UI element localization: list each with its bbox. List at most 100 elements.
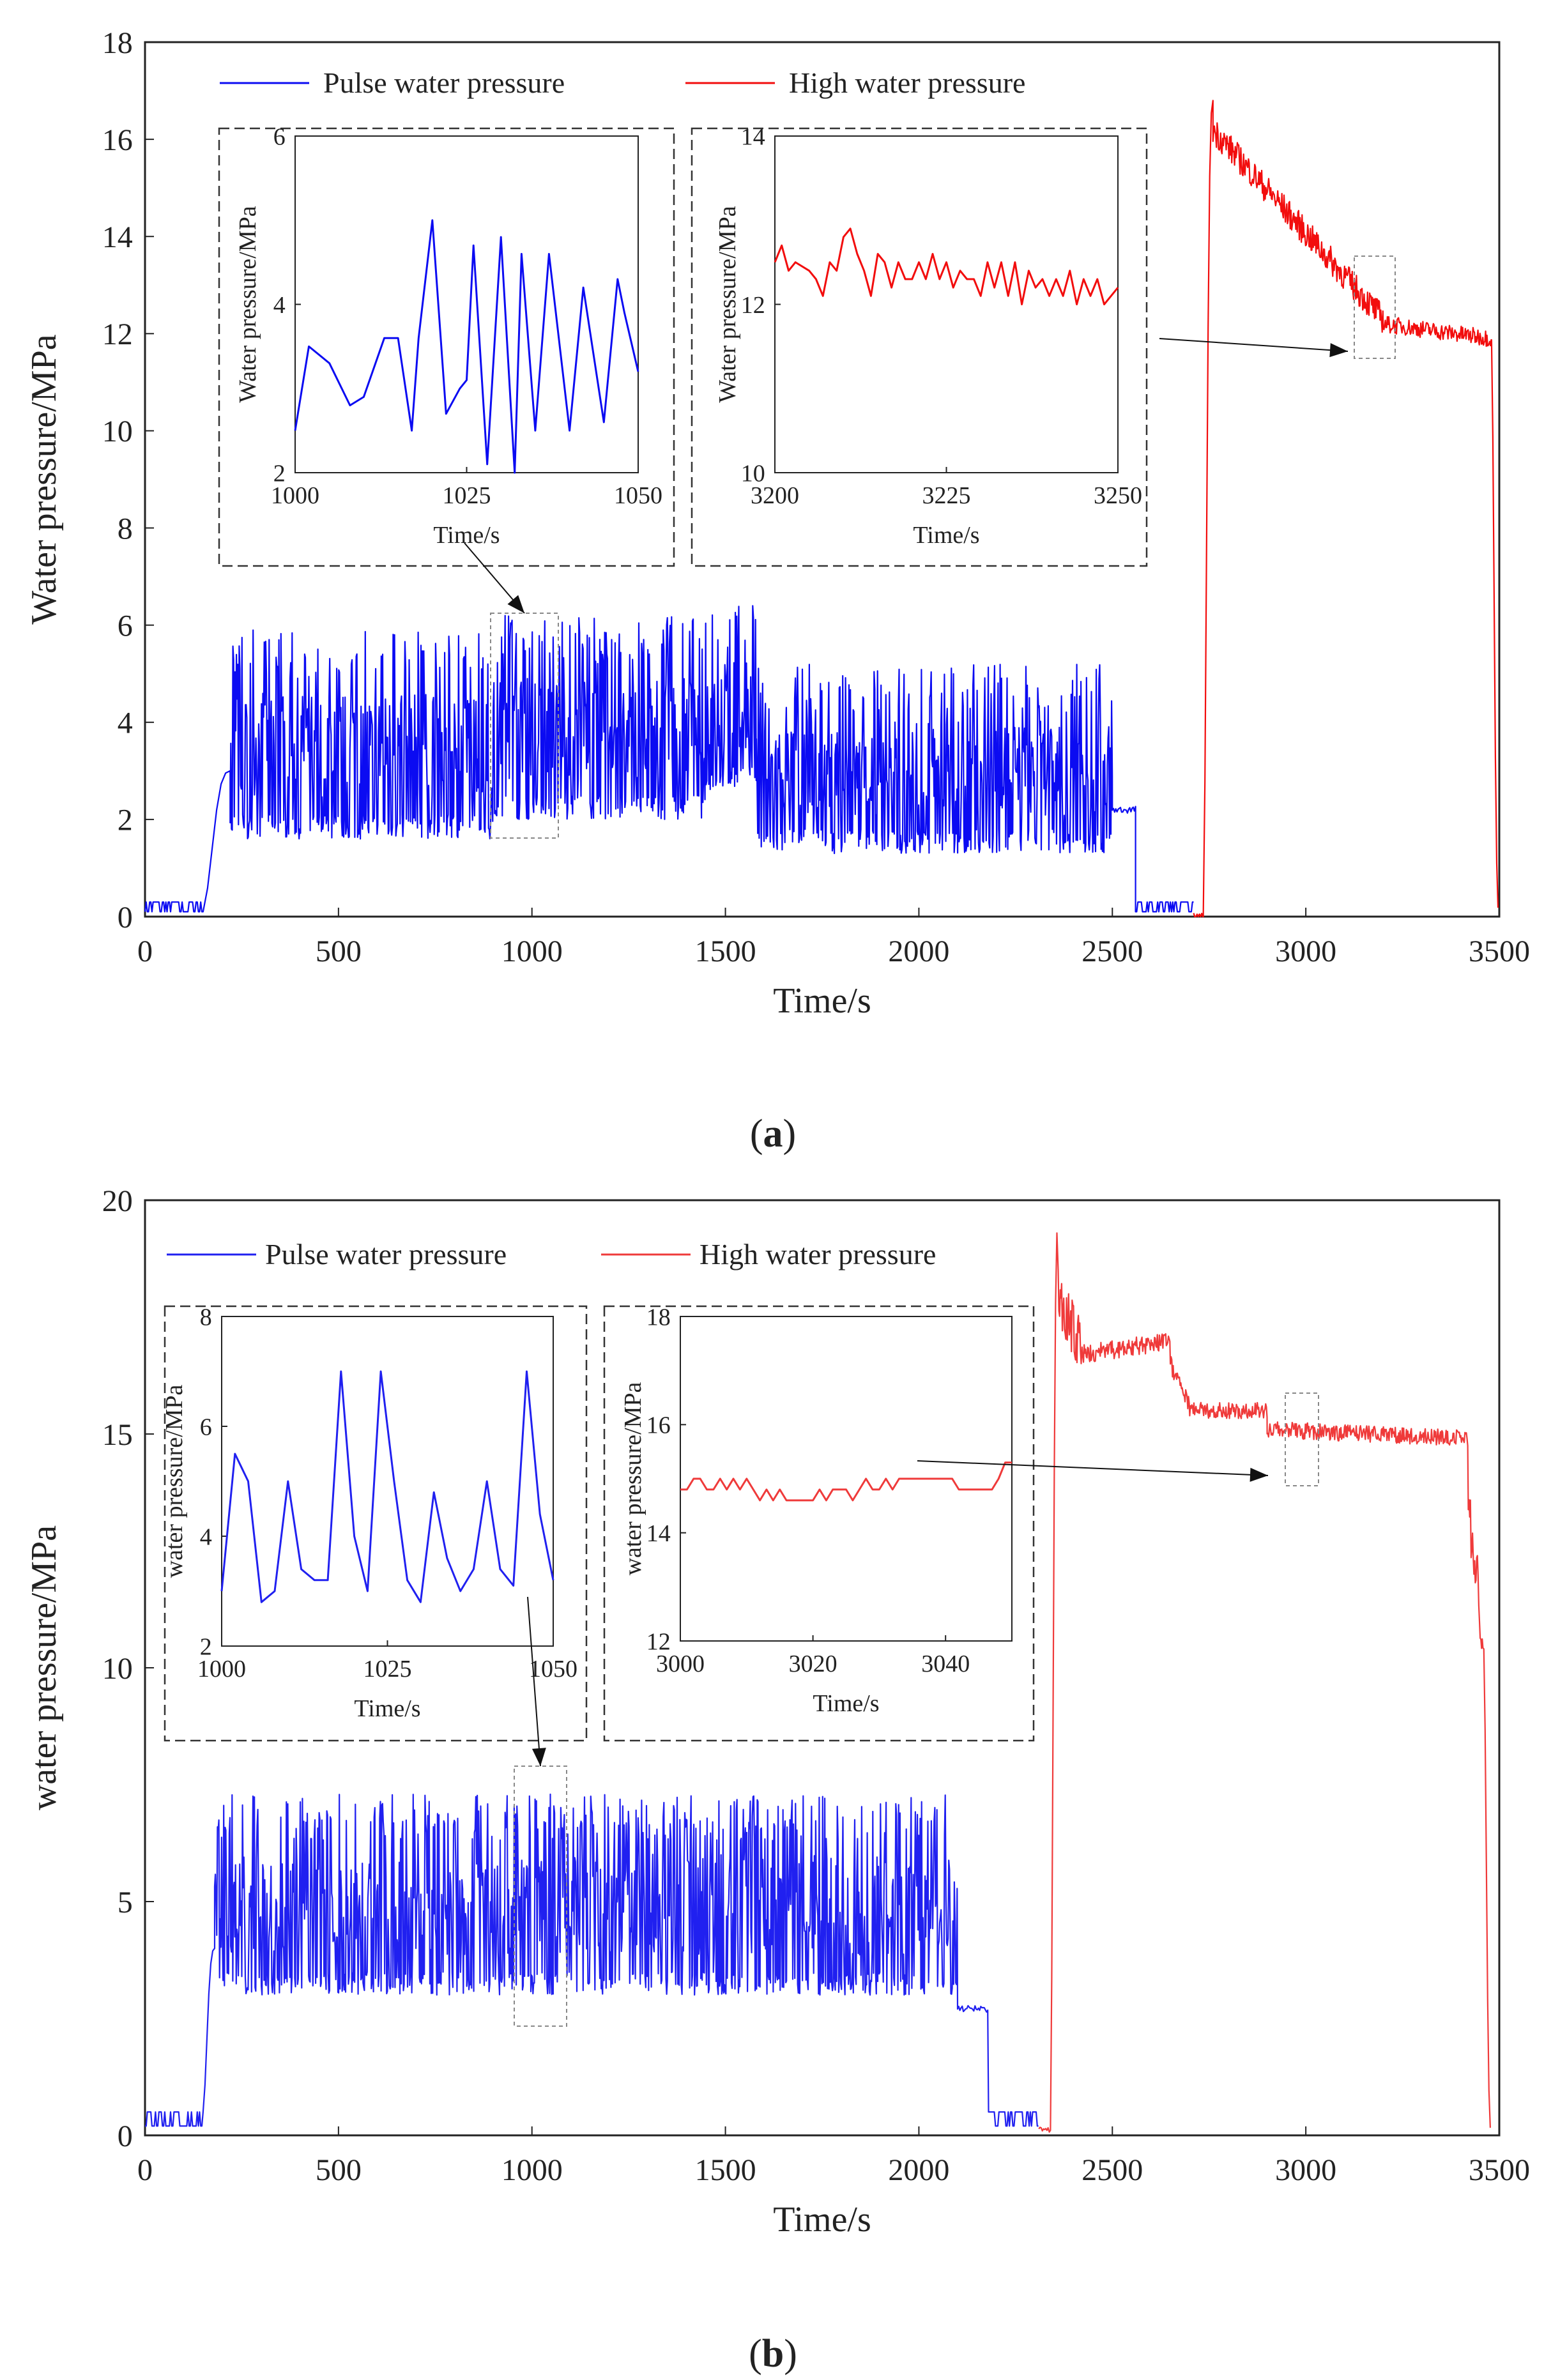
- inset-y-axis-title: water pressure/MPa: [620, 1382, 646, 1575]
- panel-caption: (a): [750, 1112, 796, 1156]
- x-tick-label: 3040: [921, 1651, 970, 1677]
- y-tick-label: 8: [118, 512, 133, 545]
- caption-paren-open: (: [750, 1112, 763, 1156]
- x-tick-label: 0: [137, 2153, 153, 2187]
- y-tick-label: 18: [102, 26, 133, 60]
- x-tick-label: 2500: [1082, 2153, 1143, 2187]
- inset-series-line: [774, 227, 1119, 305]
- y-tick-label: 2: [200, 1633, 212, 1660]
- panel-b: 0 500 1000 1500 2000 2500 3000 3500 0 5 10 15 20 Time…: [24, 1184, 1530, 2376]
- x-tick-label: 1025: [363, 1656, 412, 1682]
- inset-x-axis-title: Time/s: [913, 522, 979, 549]
- inset-y-axis-title: water pressure/MPa: [161, 1384, 188, 1578]
- panel-a: 0 500 1000 1500 2000 2500 3000 3500 0 2 4 6 8 10 12 14 1…: [24, 26, 1530, 1156]
- y-tick-label: 10: [102, 415, 133, 448]
- caption-paren-close: ): [783, 1112, 797, 1156]
- y-tick-label: 5: [118, 1886, 133, 1919]
- zoom-region-box: [514, 1766, 567, 2027]
- x-tick-label: 3000: [1275, 934, 1336, 968]
- inset-series-line: [220, 1370, 554, 1603]
- inset-y-axis-title: Water pressure/MPa: [714, 206, 741, 402]
- legend-label-high: High water pressure: [699, 1238, 936, 1270]
- y-tick-label: 16: [646, 1412, 671, 1439]
- x-axis-title: Time/s: [773, 981, 871, 1021]
- y-tick-label: 14: [741, 123, 765, 150]
- x-tick-label: 1500: [695, 934, 756, 968]
- x-tick-label: 2500: [1082, 934, 1143, 968]
- inset-dashed-box: [603, 1305, 1035, 1742]
- plot-frame: [144, 41, 1501, 918]
- legend-label-high: High water pressure: [789, 66, 1025, 99]
- y-tick-label: 14: [102, 220, 133, 254]
- y-tick-label: 0: [118, 2119, 133, 2153]
- y-tick-label: 6: [118, 609, 133, 643]
- inset-x-axis-title: Time/s: [813, 1690, 879, 1717]
- x-tick-label: 2000: [888, 934, 949, 968]
- legend-label-pulse: Pulse water pressure: [323, 66, 565, 99]
- x-tick-label: 1050: [529, 1656, 577, 1682]
- zoom-arrow-head: [507, 595, 524, 613]
- y-tick-label: 18: [646, 1304, 671, 1331]
- legend-label-pulse: Pulse water pressure: [265, 1238, 507, 1270]
- x-tick-label: 1025: [443, 482, 491, 509]
- x-tick-label: 3020: [789, 1651, 837, 1677]
- x-tick-label: 500: [316, 2153, 362, 2187]
- zoom-arrow-line: [1159, 338, 1349, 352]
- y-tick-label: 4: [273, 292, 286, 319]
- caption-letter: b: [762, 2332, 784, 2376]
- x-tick-label: 1000: [271, 482, 319, 509]
- y-tick-label: 10: [741, 460, 765, 487]
- x-tick-label: 2000: [888, 2153, 949, 2187]
- series-line-high: [1193, 100, 1499, 918]
- inset-x-axis-title: Time/s: [354, 1695, 420, 1722]
- inset-y-axis-title: Water pressure/MPa: [234, 206, 261, 402]
- x-axis-title: Time/s: [773, 2200, 871, 2239]
- caption-paren-open: (: [749, 2332, 762, 2376]
- y-tick-label: 4: [118, 706, 133, 740]
- series-line-pulse: [144, 605, 1194, 913]
- y-tick-label: 15: [102, 1418, 133, 1452]
- caption-letter: a: [763, 1112, 783, 1156]
- x-tick-label: 500: [316, 934, 362, 968]
- y-tick-label: 16: [102, 123, 133, 157]
- y-tick-label: 10: [102, 1652, 133, 1686]
- x-tick-label: 1000: [197, 1656, 246, 1682]
- y-tick-label: 14: [646, 1520, 671, 1547]
- caption-paren-close: ): [784, 2332, 797, 2376]
- zoom-arrow-line: [527, 1596, 541, 1767]
- zoom-arrow-head: [531, 1748, 546, 1766]
- y-tick-label: 12: [646, 1628, 671, 1655]
- x-tick-label: 3000: [1275, 2153, 1336, 2187]
- x-tick-label: 1000: [501, 934, 563, 968]
- inset-frame: [680, 1316, 1013, 1642]
- x-tick-label: 0: [137, 934, 153, 968]
- zoom-region-box: [1285, 1392, 1319, 1486]
- x-tick-label: 3225: [922, 482, 971, 509]
- y-tick-label: 6: [200, 1414, 212, 1440]
- inset-dashed-box: [164, 1305, 588, 1742]
- y-tick-label: 2: [118, 804, 133, 837]
- panel-caption: (b): [749, 2332, 797, 2376]
- y-tick-label: 20: [102, 1184, 133, 1218]
- series-line-high: [1038, 1232, 1491, 2133]
- inset-dashed-box: [691, 127, 1148, 567]
- x-tick-label: 1050: [614, 482, 662, 509]
- inset-x-axis-title: Time/s: [433, 522, 500, 549]
- y-tick-label: 12: [741, 292, 765, 319]
- y-tick-label: 0: [118, 901, 133, 934]
- series-line-pulse: [145, 1793, 1039, 2127]
- y-tick-label: 2: [273, 460, 286, 487]
- x-tick-label: 3250: [1094, 482, 1142, 509]
- y-tick-label: 4: [200, 1523, 212, 1550]
- inset-series-line: [294, 219, 639, 474]
- x-tick-label: 1500: [695, 2153, 756, 2187]
- x-tick-label: 3000: [656, 1651, 705, 1677]
- x-tick-label: 1000: [501, 2153, 563, 2187]
- zoom-arrow-head: [1329, 343, 1348, 358]
- y-tick-label: 8: [200, 1304, 212, 1331]
- zoom-region-box: [1354, 256, 1396, 359]
- x-tick-label: 3200: [751, 482, 799, 509]
- x-tick-label: 3500: [1469, 2153, 1530, 2187]
- zoom-region-box: [490, 613, 559, 839]
